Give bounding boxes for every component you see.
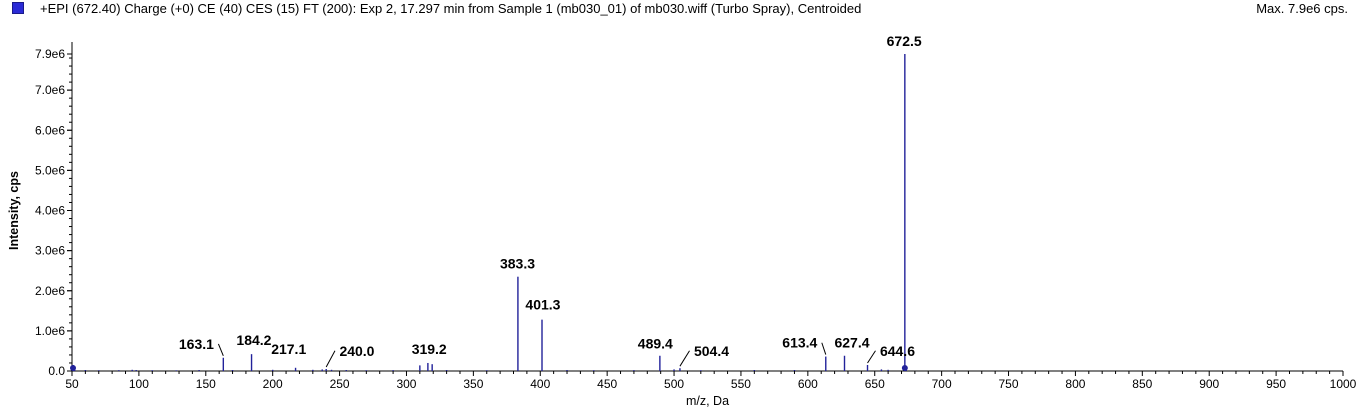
peak-label: 184.2 bbox=[236, 332, 271, 348]
peaks-layer bbox=[70, 54, 908, 371]
x-tick-label: 850 bbox=[1132, 377, 1152, 391]
peak-label: 672.5 bbox=[887, 33, 922, 49]
x-tick-label: 500 bbox=[664, 377, 684, 391]
chart-axes: 50 100 150 200 250 300 350 400 450 500 550 600 650 70… bbox=[35, 42, 1357, 391]
peak-label-leader bbox=[867, 350, 876, 364]
x-tick-label: 950 bbox=[1266, 377, 1286, 391]
x-tick-label: 50 bbox=[65, 377, 79, 391]
x-tick-label: 450 bbox=[597, 377, 617, 391]
x-tick-label: 550 bbox=[731, 377, 751, 391]
peak-label: 217.1 bbox=[271, 341, 306, 357]
x-tick-label: 100 bbox=[129, 377, 149, 391]
peak-label: 644.6 bbox=[880, 343, 915, 359]
peak-label: 613.4 bbox=[782, 335, 817, 351]
y-tick-label: 1.0e6 bbox=[35, 324, 65, 338]
x-tick-label: 350 bbox=[463, 377, 483, 391]
peak-label: 240.0 bbox=[339, 343, 374, 359]
y-tick-label: 0.0 bbox=[48, 364, 65, 378]
y-tick-label: 2.0e6 bbox=[35, 284, 65, 298]
x-tick-label: 900 bbox=[1199, 377, 1219, 391]
x-tick-label: 250 bbox=[330, 377, 350, 391]
peak-label: 163.1 bbox=[179, 336, 214, 352]
x-axis-title: m/z, Da bbox=[686, 394, 729, 408]
peak-label: 489.4 bbox=[638, 336, 673, 352]
peak-label: 504.4 bbox=[694, 343, 729, 359]
y-tick-label: 6.0e6 bbox=[35, 123, 65, 137]
y-tick-label: 7.9e6 bbox=[35, 47, 65, 61]
x-tick-label: 400 bbox=[530, 377, 550, 391]
peak-label: 383.3 bbox=[500, 256, 535, 272]
y-tick-label: 5.0e6 bbox=[35, 163, 65, 177]
peak-label-leader bbox=[821, 342, 827, 355]
peak-label: 627.4 bbox=[834, 335, 869, 351]
x-tick-label: 150 bbox=[196, 377, 216, 391]
y-tick-label: 4.0e6 bbox=[35, 204, 65, 218]
peak-label: 319.2 bbox=[412, 341, 447, 357]
y-tick-label: 7.0e6 bbox=[35, 83, 65, 97]
series-color-swatch bbox=[12, 2, 24, 14]
max-intensity-label: Max. 7.9e6 cps. bbox=[1256, 1, 1348, 16]
chart-title: +EPI (672.40) Charge (+0) CE (40) CES (1… bbox=[40, 1, 862, 16]
spectrum-marker bbox=[901, 365, 908, 371]
x-tick-label: 200 bbox=[263, 377, 283, 391]
x-tick-label: 650 bbox=[865, 377, 885, 391]
peak-label-leader bbox=[217, 343, 224, 356]
x-tick-label: 700 bbox=[932, 377, 952, 391]
x-tick-label: 600 bbox=[798, 377, 818, 391]
y-tick-label: 3.0e6 bbox=[35, 244, 65, 258]
x-tick-label: 300 bbox=[396, 377, 416, 391]
peak-label: 401.3 bbox=[525, 297, 560, 313]
peak-label-leader bbox=[679, 350, 690, 367]
chart-header: +EPI (672.40) Charge (+0) CE (40) CES (1… bbox=[0, 0, 1360, 20]
x-tick-label: 800 bbox=[1065, 377, 1085, 391]
x-tick-label: 750 bbox=[999, 377, 1019, 391]
spectrum-marker bbox=[70, 365, 76, 371]
y-axis-title: Intensity, cps bbox=[7, 171, 21, 250]
x-tick-label: 1000 bbox=[1330, 377, 1357, 391]
peak-label-leader bbox=[325, 350, 336, 368]
